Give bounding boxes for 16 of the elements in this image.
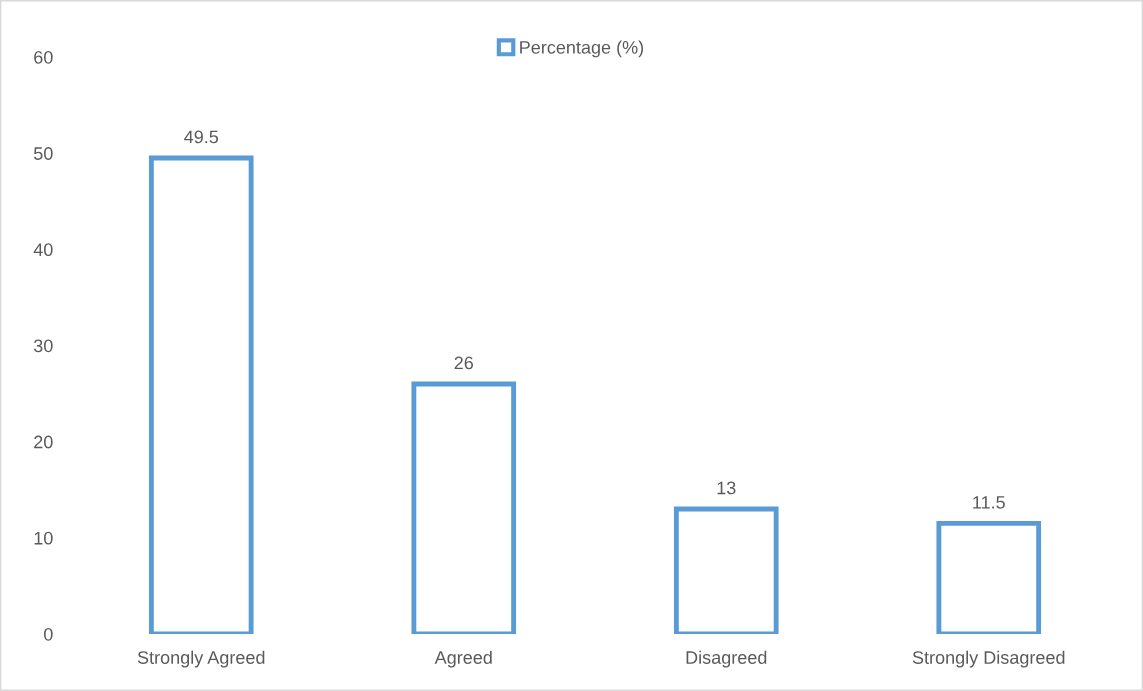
x-tick-label: Strongly Agreed [137, 650, 265, 668]
x-tick-label: Agreed [434, 650, 492, 668]
y-tick-label: 30 [33, 339, 53, 353]
data-label: 11.5 [973, 496, 1005, 509]
y-tick-label: 50 [33, 147, 53, 160]
x-tick-label: Disagreed [686, 650, 767, 668]
y-tick-label: 60 [34, 50, 53, 64]
data-label: 13 [717, 481, 736, 495]
data-label: 26 [454, 356, 473, 370]
y-tick-label: 20 [34, 435, 53, 449]
data-label: 49.5 [184, 130, 219, 144]
x-tick-label: Strongly Disagreed [912, 650, 1065, 668]
legend-label: Percentage (%) [520, 40, 644, 58]
y-tick-label: 40 [33, 243, 53, 257]
y-tick-label: 10 [34, 531, 53, 545]
y-tick-label: 0 [44, 627, 53, 641]
